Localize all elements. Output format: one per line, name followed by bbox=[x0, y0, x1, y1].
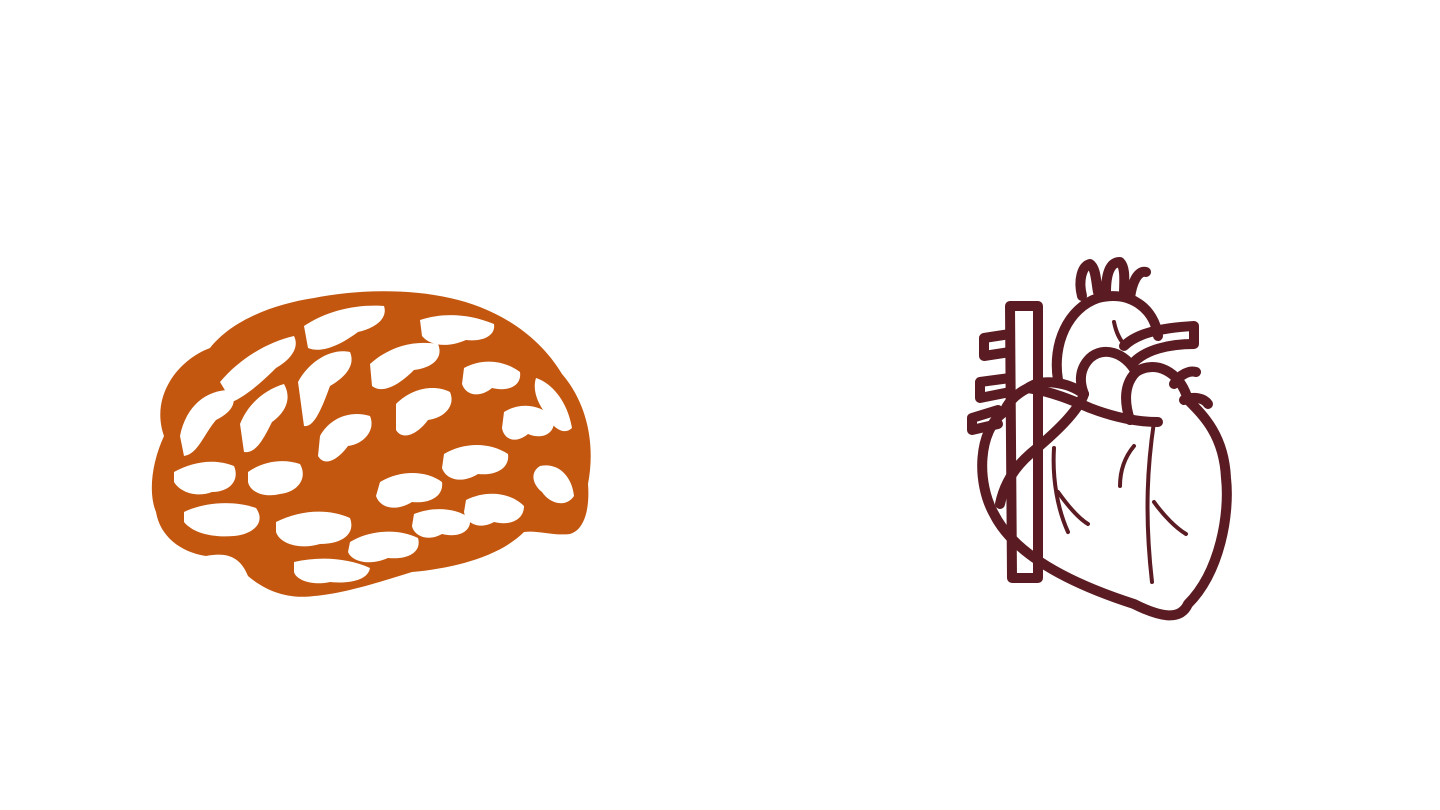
brain-icon bbox=[144, 286, 596, 602]
anatomical-heart-icon bbox=[958, 252, 1238, 628]
heart-vessels bbox=[1051, 320, 1188, 584]
brain-gyri bbox=[174, 305, 574, 584]
brain-icon-graphic bbox=[151, 291, 591, 597]
anatomical-heart-icon-graphic bbox=[967, 257, 1232, 621]
heart-outline bbox=[967, 257, 1232, 621]
